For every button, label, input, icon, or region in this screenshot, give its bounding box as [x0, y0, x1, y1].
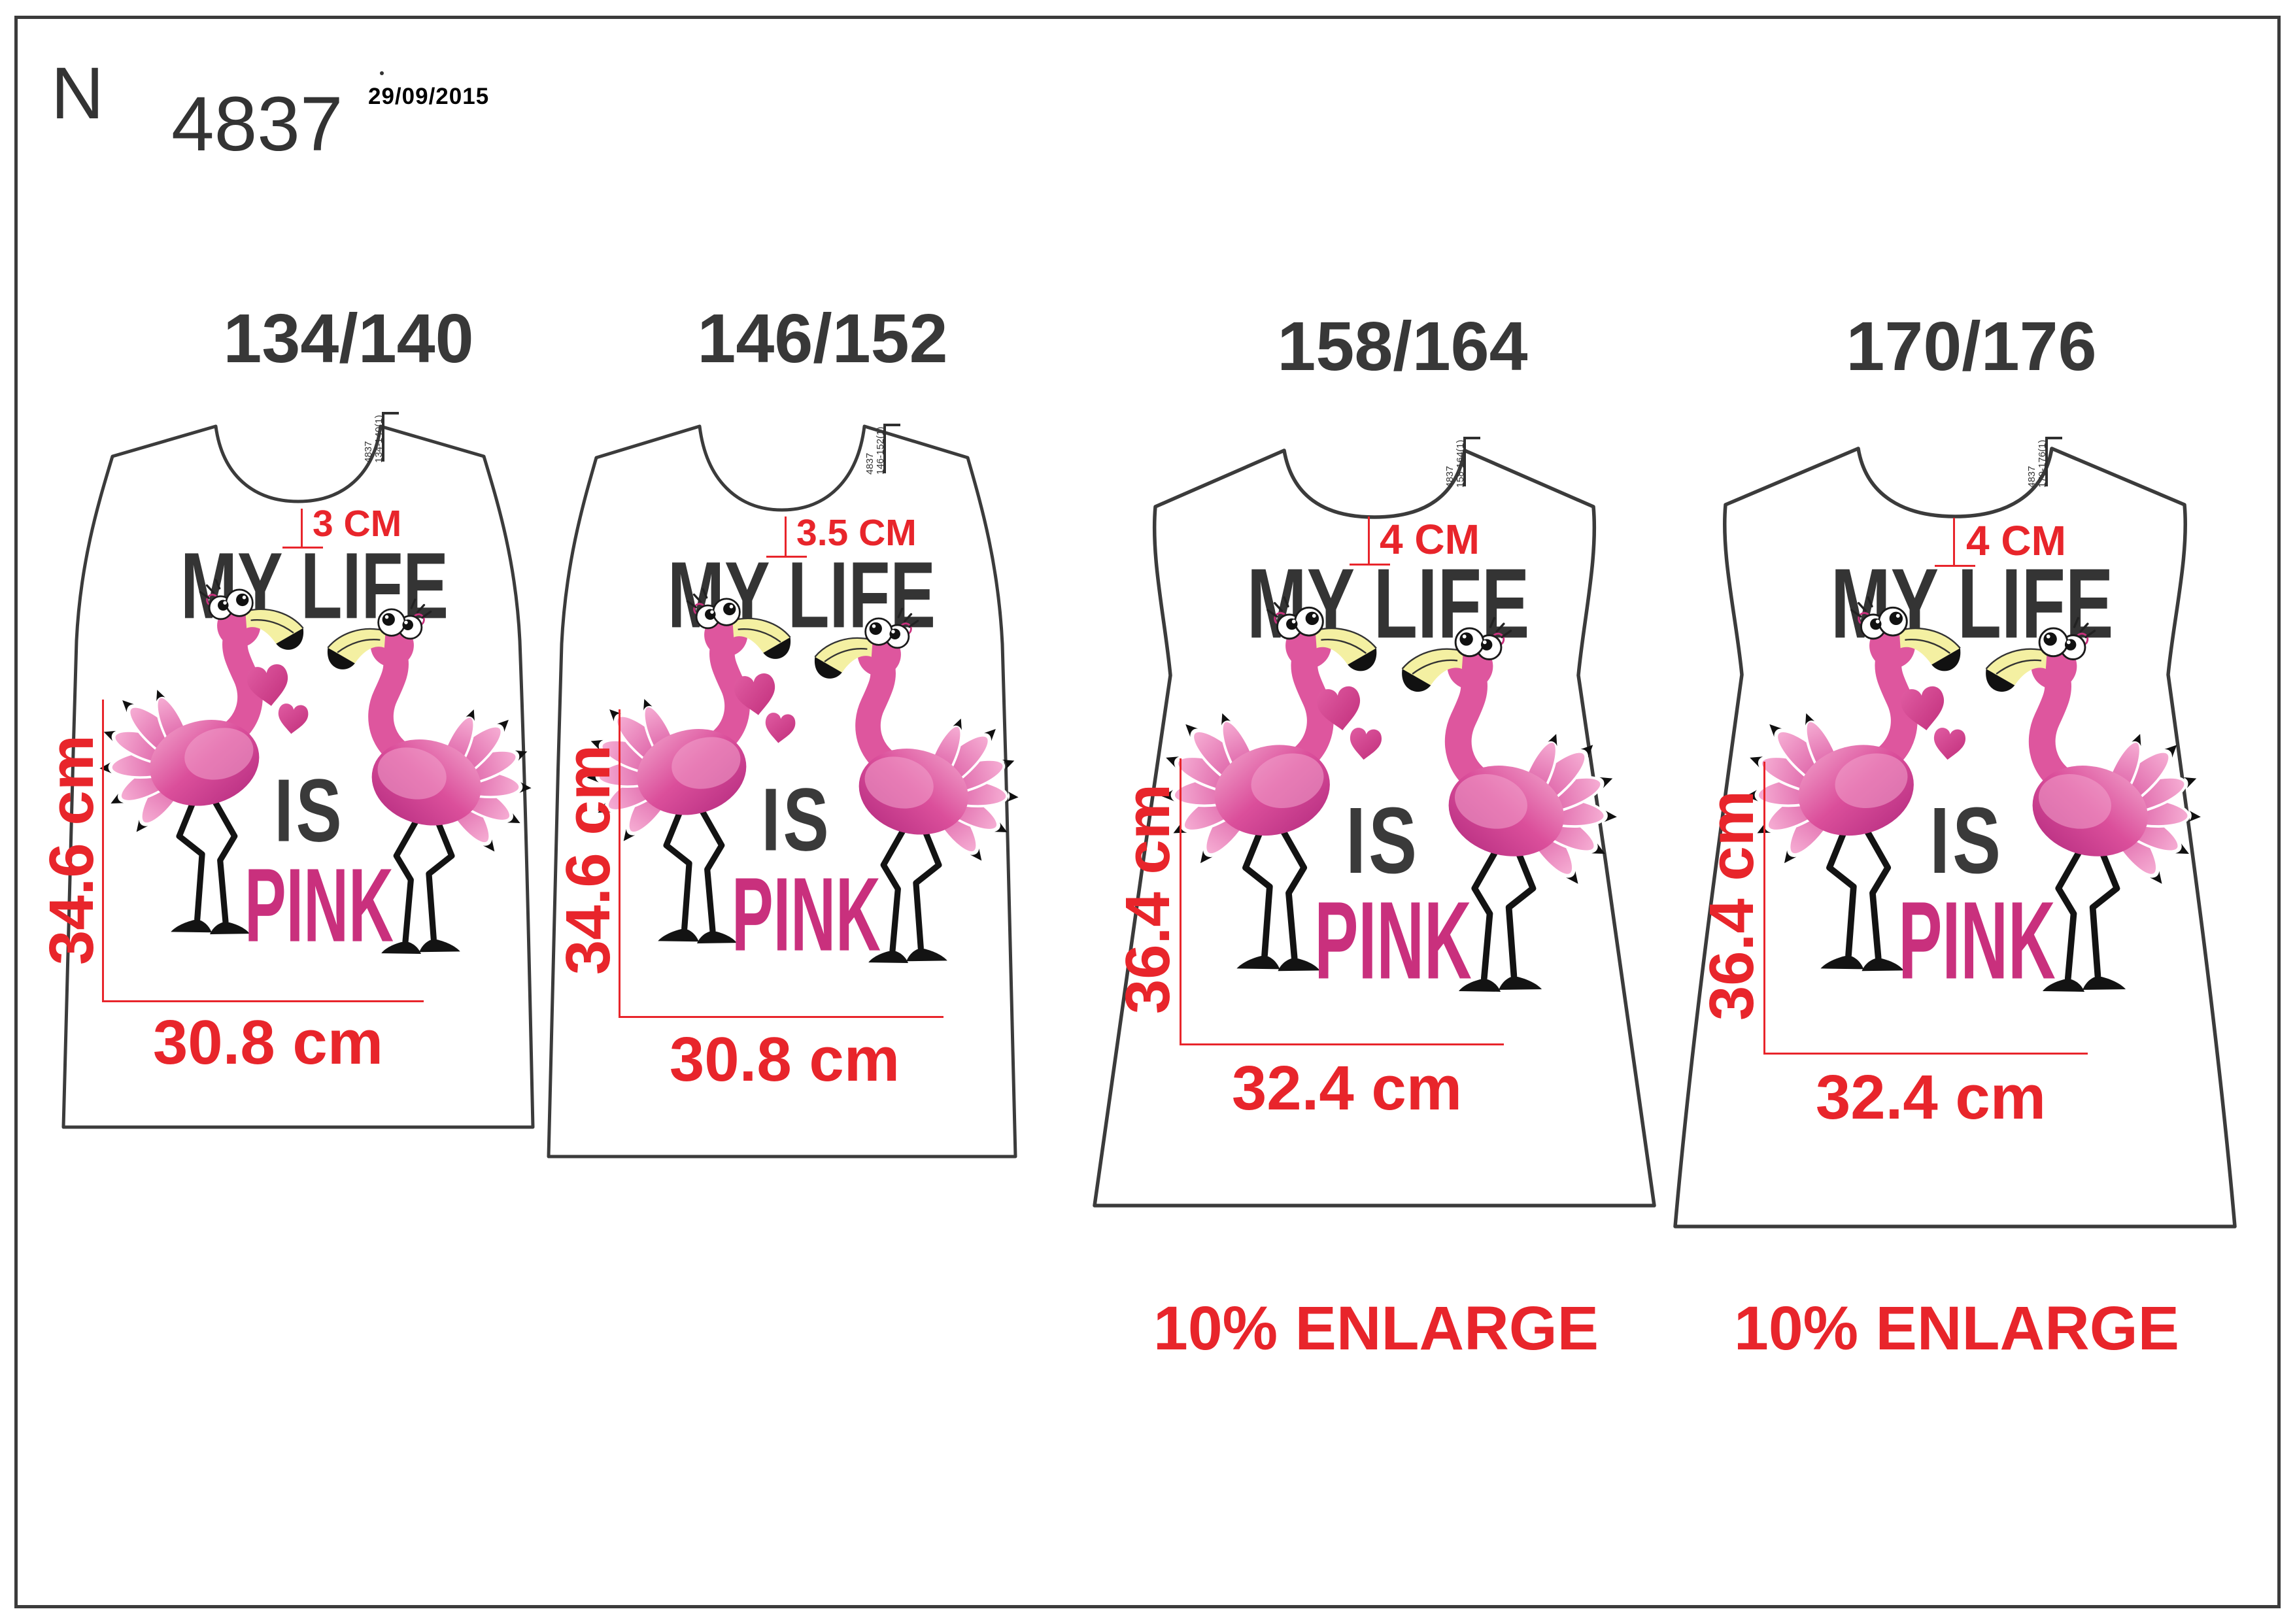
width-dim-label-1: 30.8 cm [152, 1007, 384, 1077]
notch-code-2: 4837 [864, 452, 876, 475]
neck-gap-line-2 [785, 516, 787, 557]
notch-tick-2 [883, 424, 886, 473]
stray-dot [380, 71, 384, 75]
notch-size-4: 170-176(1) [2037, 439, 2048, 488]
size-label-2: 146/152 [697, 300, 948, 377]
neck-gap-line-3 [1368, 516, 1370, 565]
size-label-4: 170/176 [1846, 308, 2097, 385]
neck-gap-label-1: 3 CM [313, 503, 402, 545]
neck-gap-tick-2 [766, 556, 807, 558]
width-dim-line-1 [102, 1000, 424, 1002]
print-is-text: IS [1346, 788, 1420, 893]
width-dim-label-2: 30.8 cm [669, 1024, 900, 1094]
neck-gap-label-4: 4 CM [1966, 517, 2066, 564]
notch-label-4: 4837 170-176(1) [2026, 439, 2048, 488]
height-dim-label-3: 36.4 cm [1113, 783, 1183, 1015]
print-is-text: IS [1930, 788, 2003, 893]
print-pink-text: PINK [1898, 879, 2055, 1002]
neck-gap-label-3: 4 CM [1380, 516, 1480, 563]
notch-code-1: 4837 [363, 441, 374, 463]
width-dim-line-2 [619, 1016, 944, 1018]
doc-number: 4837 [171, 81, 343, 167]
enlarge-note-3: 10% ENLARGE [1153, 1294, 1599, 1363]
width-dim-line-3 [1180, 1043, 1504, 1045]
height-dim-line-3 [1180, 758, 1182, 1045]
neck-gap-line-4 [1953, 518, 1955, 566]
notch-tick-bar-4 [2045, 437, 2062, 439]
shirt-outline-2 [547, 424, 1017, 1159]
notch-tick-4 [2045, 437, 2048, 486]
neck-gap-tick-4 [1935, 565, 1975, 567]
width-dim-line-4 [1763, 1053, 2088, 1055]
print-artwork-2: MY LIFE IS PINK [598, 543, 978, 973]
height-dim-line-1 [102, 700, 104, 1002]
doc-date: 29/09/2015 [368, 84, 490, 109]
print-pink-text: PINK [732, 856, 881, 973]
notch-tick-bar-2 [883, 424, 900, 426]
print-artwork-1: MY LIFE IS PINK [111, 533, 490, 964]
neck-gap-tick-3 [1350, 564, 1390, 566]
notch-label-1: 4837 134-140(1) [363, 414, 384, 463]
print-is-text: IS [761, 770, 831, 869]
neck-gap-label-2: 3.5 CM [796, 512, 917, 554]
print-pink-text: PINK [245, 847, 394, 964]
notch-size-1: 134-140(1) [373, 414, 384, 463]
notch-code-4: 4837 [2026, 465, 2037, 488]
notch-tick-1 [382, 412, 384, 462]
enlarge-note-4: 10% ENLARGE [1734, 1294, 2180, 1363]
shirt-outline-3 [1093, 448, 1656, 1208]
width-dim-label-3: 32.4 cm [1231, 1053, 1463, 1123]
doc-letter: N [51, 52, 104, 134]
neck-gap-line-1 [301, 509, 303, 548]
height-dim-line-4 [1763, 762, 1765, 1054]
height-dim-line-2 [619, 709, 620, 1017]
neck-gap-tick-1 [282, 547, 323, 549]
size-label-1: 134/140 [223, 300, 474, 377]
height-dim-label-4: 36.4 cm [1697, 790, 1767, 1021]
notch-label-2: 4837 146-152(1) [864, 426, 886, 475]
height-dim-label-2: 34.6 cm [553, 744, 623, 975]
notch-tick-bar-1 [382, 412, 399, 414]
print-artwork-3: MY LIFE IS PINK [1174, 548, 1574, 1002]
notch-label-3: 4837 158-164(1) [1444, 439, 1466, 488]
height-dim-label-1: 34.6 cm [37, 734, 107, 966]
notch-code-3: 4837 [1444, 465, 1455, 488]
print-artwork-4: MY LIFE IS PINK [1758, 548, 2158, 1002]
print-is-text: IS [274, 760, 344, 860]
notch-tick-3 [1463, 437, 1466, 486]
notch-size-2: 146-152(1) [875, 426, 886, 475]
page-border [14, 16, 2281, 1608]
shirt-outline-4 [1673, 447, 2237, 1228]
print-pink-text: PINK [1314, 879, 1471, 1002]
notch-tick-bar-3 [1463, 437, 1480, 439]
width-dim-label-4: 32.4 cm [1815, 1062, 2047, 1132]
notch-size-3: 158-164(1) [1455, 439, 1466, 488]
size-label-3: 158/164 [1277, 308, 1528, 385]
